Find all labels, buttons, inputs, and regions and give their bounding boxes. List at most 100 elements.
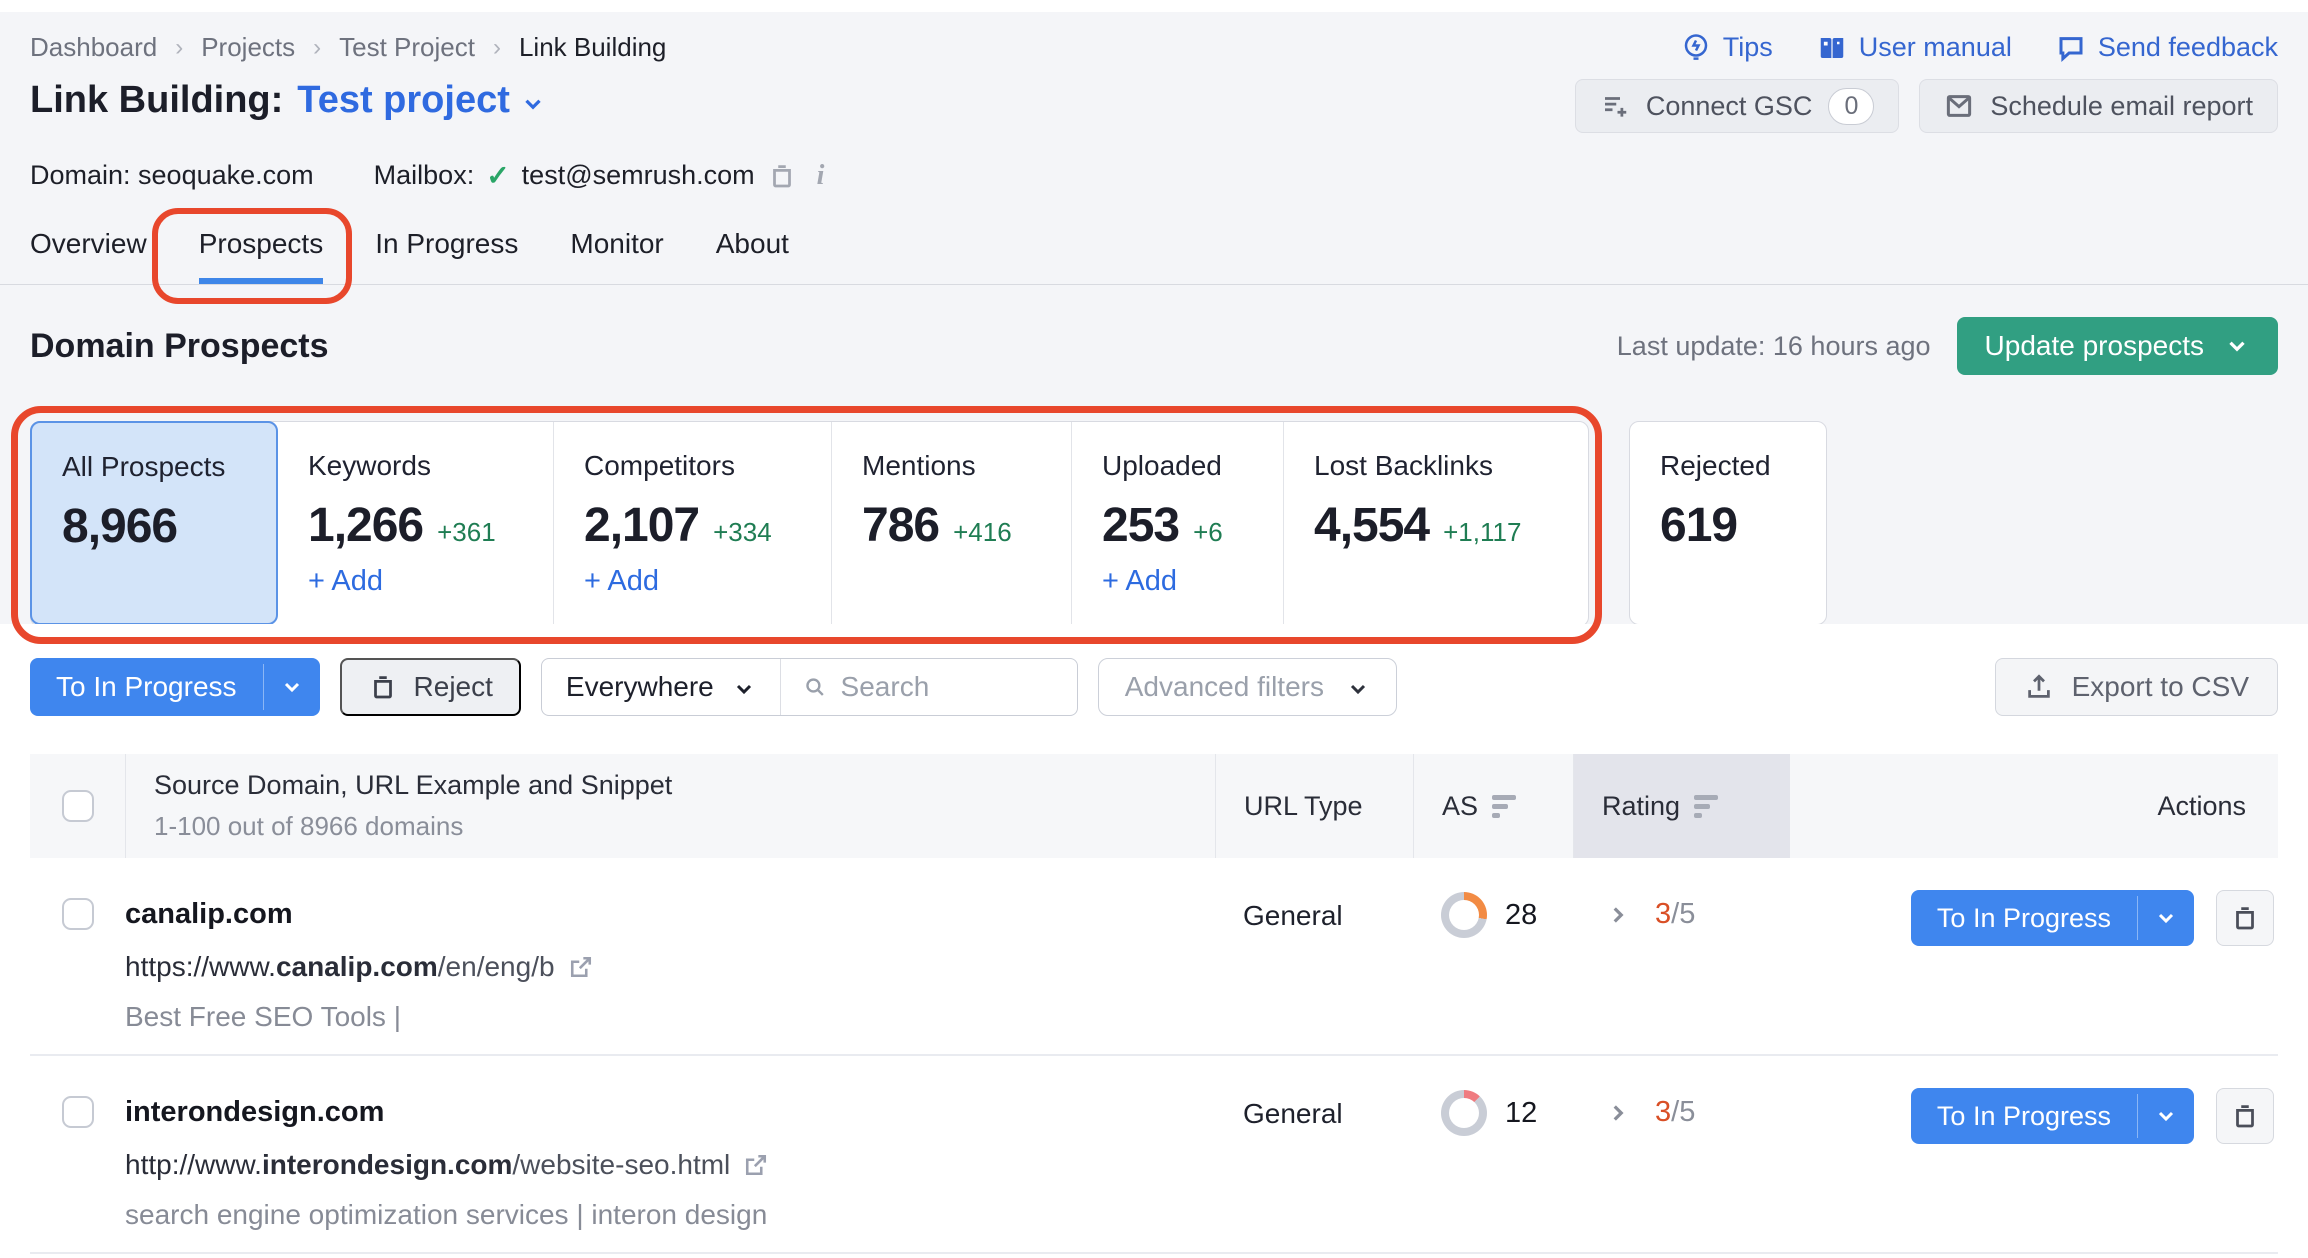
source-domain[interactable]: interondesign.com: [125, 1096, 385, 1128]
row-checkbox[interactable]: [61, 898, 94, 930]
mailbox-email: test@semrush.com: [521, 160, 755, 190]
list-plus-icon: [1604, 97, 1627, 117]
reject-row-button[interactable]: [2216, 890, 2274, 946]
card-delta: +334: [713, 517, 772, 547]
rating-value[interactable]: 3: [1655, 898, 1672, 930]
tab-overview[interactable]: Overview: [30, 228, 147, 259]
update-prospects-button[interactable]: Update prospects: [1956, 317, 2278, 375]
card-delta: +6: [1193, 517, 1223, 547]
mailbox-info: Mailbox: ✓ test@semrush.com i: [373, 159, 825, 192]
page-header: Dashboard › Projects › Test Project › Li…: [0, 12, 2308, 304]
section-title: Domain Prospects: [30, 326, 329, 365]
breadcrumb-dashboard[interactable]: Dashboard: [30, 32, 158, 62]
reject-row-button[interactable]: [2216, 1088, 2274, 1144]
card-value: 786: [862, 499, 940, 552]
card-all-prospects[interactable]: All Prospects 8,966: [30, 421, 278, 625]
column-source-domain: Source Domain, URL Example and Snippet: [154, 770, 673, 800]
row-count-text: 1-100 out of 8966 domains: [154, 811, 464, 841]
feedback-bubble-icon: [2059, 36, 2083, 62]
card-lost-backlinks[interactable]: Lost Backlinks 4,554 +1,117: [1314, 450, 1522, 552]
column-actions: Actions: [2157, 790, 2246, 821]
breadcrumb-separator: ›: [313, 33, 322, 61]
delete-mailbox-icon[interactable]: [767, 161, 797, 191]
card-value: 619: [1660, 499, 1738, 552]
card-delta: +361: [437, 517, 496, 547]
authority-score-value: 28: [1505, 898, 1538, 931]
card-mentions[interactable]: Mentions 786 +416: [832, 422, 1072, 626]
rating-value[interactable]: 3: [1655, 1096, 1672, 1128]
column-rating: Rating: [1602, 790, 1681, 821]
add-competitors-link[interactable]: + Add: [584, 565, 659, 597]
chevron-down-icon: [1350, 684, 1366, 695]
tab-monitor[interactable]: Monitor: [570, 228, 664, 259]
advanced-filters-button[interactable]: Advanced filters: [1097, 658, 1397, 716]
row-action-dropdown[interactable]: [2138, 1088, 2194, 1144]
card-keywords[interactable]: Keywords 1,266 +361 + Add: [278, 422, 554, 626]
chevron-down-icon: [2229, 341, 2245, 352]
schedule-email-report-button[interactable]: Schedule email report: [1919, 79, 2278, 133]
to-in-progress-bulk-button[interactable]: To In Progress: [30, 658, 320, 716]
select-all-checkbox[interactable]: [61, 790, 94, 822]
to-in-progress-row-button[interactable]: To In Progress: [1910, 890, 2194, 946]
chevron-right-icon[interactable]: [1605, 902, 1631, 928]
domain-label: Domain: seoquake.com: [30, 160, 314, 190]
to-in-progress-row-button[interactable]: To In Progress: [1910, 1088, 2194, 1144]
reject-button[interactable]: Reject: [339, 658, 521, 716]
breadcrumb-separator: ›: [492, 33, 501, 61]
card-delta: +1,117: [1443, 517, 1522, 547]
external-link-icon[interactable]: [567, 953, 595, 981]
card-value: 1,266: [308, 499, 424, 552]
search-input[interactable]: [840, 671, 1055, 703]
tab-in-progress[interactable]: In Progress: [375, 228, 519, 259]
sort-icon-as[interactable]: [1492, 794, 1517, 818]
connect-gsc-button[interactable]: Connect GSC 0: [1574, 79, 1900, 133]
snippet-text: Best Free SEO Tools |: [125, 1001, 401, 1032]
source-domain[interactable]: canalip.com: [125, 898, 293, 930]
sort-icon-rating[interactable]: [1694, 794, 1719, 818]
divider: [0, 284, 2308, 285]
gsc-count-badge: 0: [1828, 87, 1875, 125]
authority-score-donut: [1441, 892, 1487, 938]
external-link-icon[interactable]: [742, 1151, 770, 1179]
table-row: canalip.com https://www.canalip.com/en/e…: [30, 858, 2278, 1056]
last-update-text: Last update: 16 hours ago: [1616, 330, 1931, 361]
page-title: Link Building: Test project: [30, 79, 546, 122]
user-manual-link[interactable]: User manual: [1817, 32, 2012, 63]
add-keywords-link[interactable]: + Add: [308, 565, 383, 597]
tab-bar: Overview Prospects In Progress Monitor A…: [30, 208, 2278, 304]
search-group: Everywhere: [540, 658, 1078, 716]
column-url-type: URL Type: [1244, 790, 1363, 821]
tips-link[interactable]: Tips: [1681, 32, 1773, 63]
breadcrumb-projects[interactable]: Projects: [201, 32, 296, 62]
card-value: 2,107: [584, 499, 700, 552]
row-action-dropdown[interactable]: [2138, 890, 2194, 946]
tab-about[interactable]: About: [715, 228, 789, 259]
card-value: 8,966: [62, 500, 178, 553]
add-uploaded-link[interactable]: + Add: [1102, 565, 1177, 597]
tab-prospects[interactable]: Prospects: [198, 228, 324, 284]
trash-icon: [2236, 907, 2254, 930]
info-icon[interactable]: i: [816, 159, 825, 191]
url-example: https://www.canalip.com/en/eng/b: [125, 951, 1215, 983]
breadcrumb-separator: ›: [175, 33, 184, 61]
table-row: interondesign.com http://www.interondesi…: [30, 1056, 2278, 1254]
chevron-down-icon: [736, 684, 751, 695]
to-in-progress-dropdown[interactable]: [264, 658, 320, 716]
search-icon: [806, 678, 824, 696]
search-scope-dropdown[interactable]: Everywhere: [542, 659, 781, 715]
card-competitors[interactable]: Competitors 2,107 +334 + Add: [554, 422, 832, 626]
breadcrumb-test-project[interactable]: Test Project: [339, 32, 475, 62]
chevron-down-icon: [2158, 1111, 2174, 1122]
project-selector[interactable]: Test project: [297, 79, 546, 122]
trash-icon: [2236, 1105, 2254, 1128]
check-icon: ✓: [486, 160, 510, 191]
chevron-down-icon: [525, 99, 541, 110]
prospects-panel: To In Progress Reject Everywhere: [0, 624, 2308, 1258]
send-feedback-link[interactable]: Send feedback: [2056, 32, 2278, 63]
export-icon: [2027, 674, 2050, 698]
export-to-csv-button[interactable]: Export to CSV: [1994, 658, 2278, 716]
row-checkbox[interactable]: [61, 1096, 94, 1128]
card-uploaded[interactable]: Uploaded 253 +6 + Add: [1072, 422, 1284, 626]
card-rejected[interactable]: Rejected 619: [1629, 421, 1827, 625]
chevron-right-icon[interactable]: [1605, 1100, 1631, 1126]
